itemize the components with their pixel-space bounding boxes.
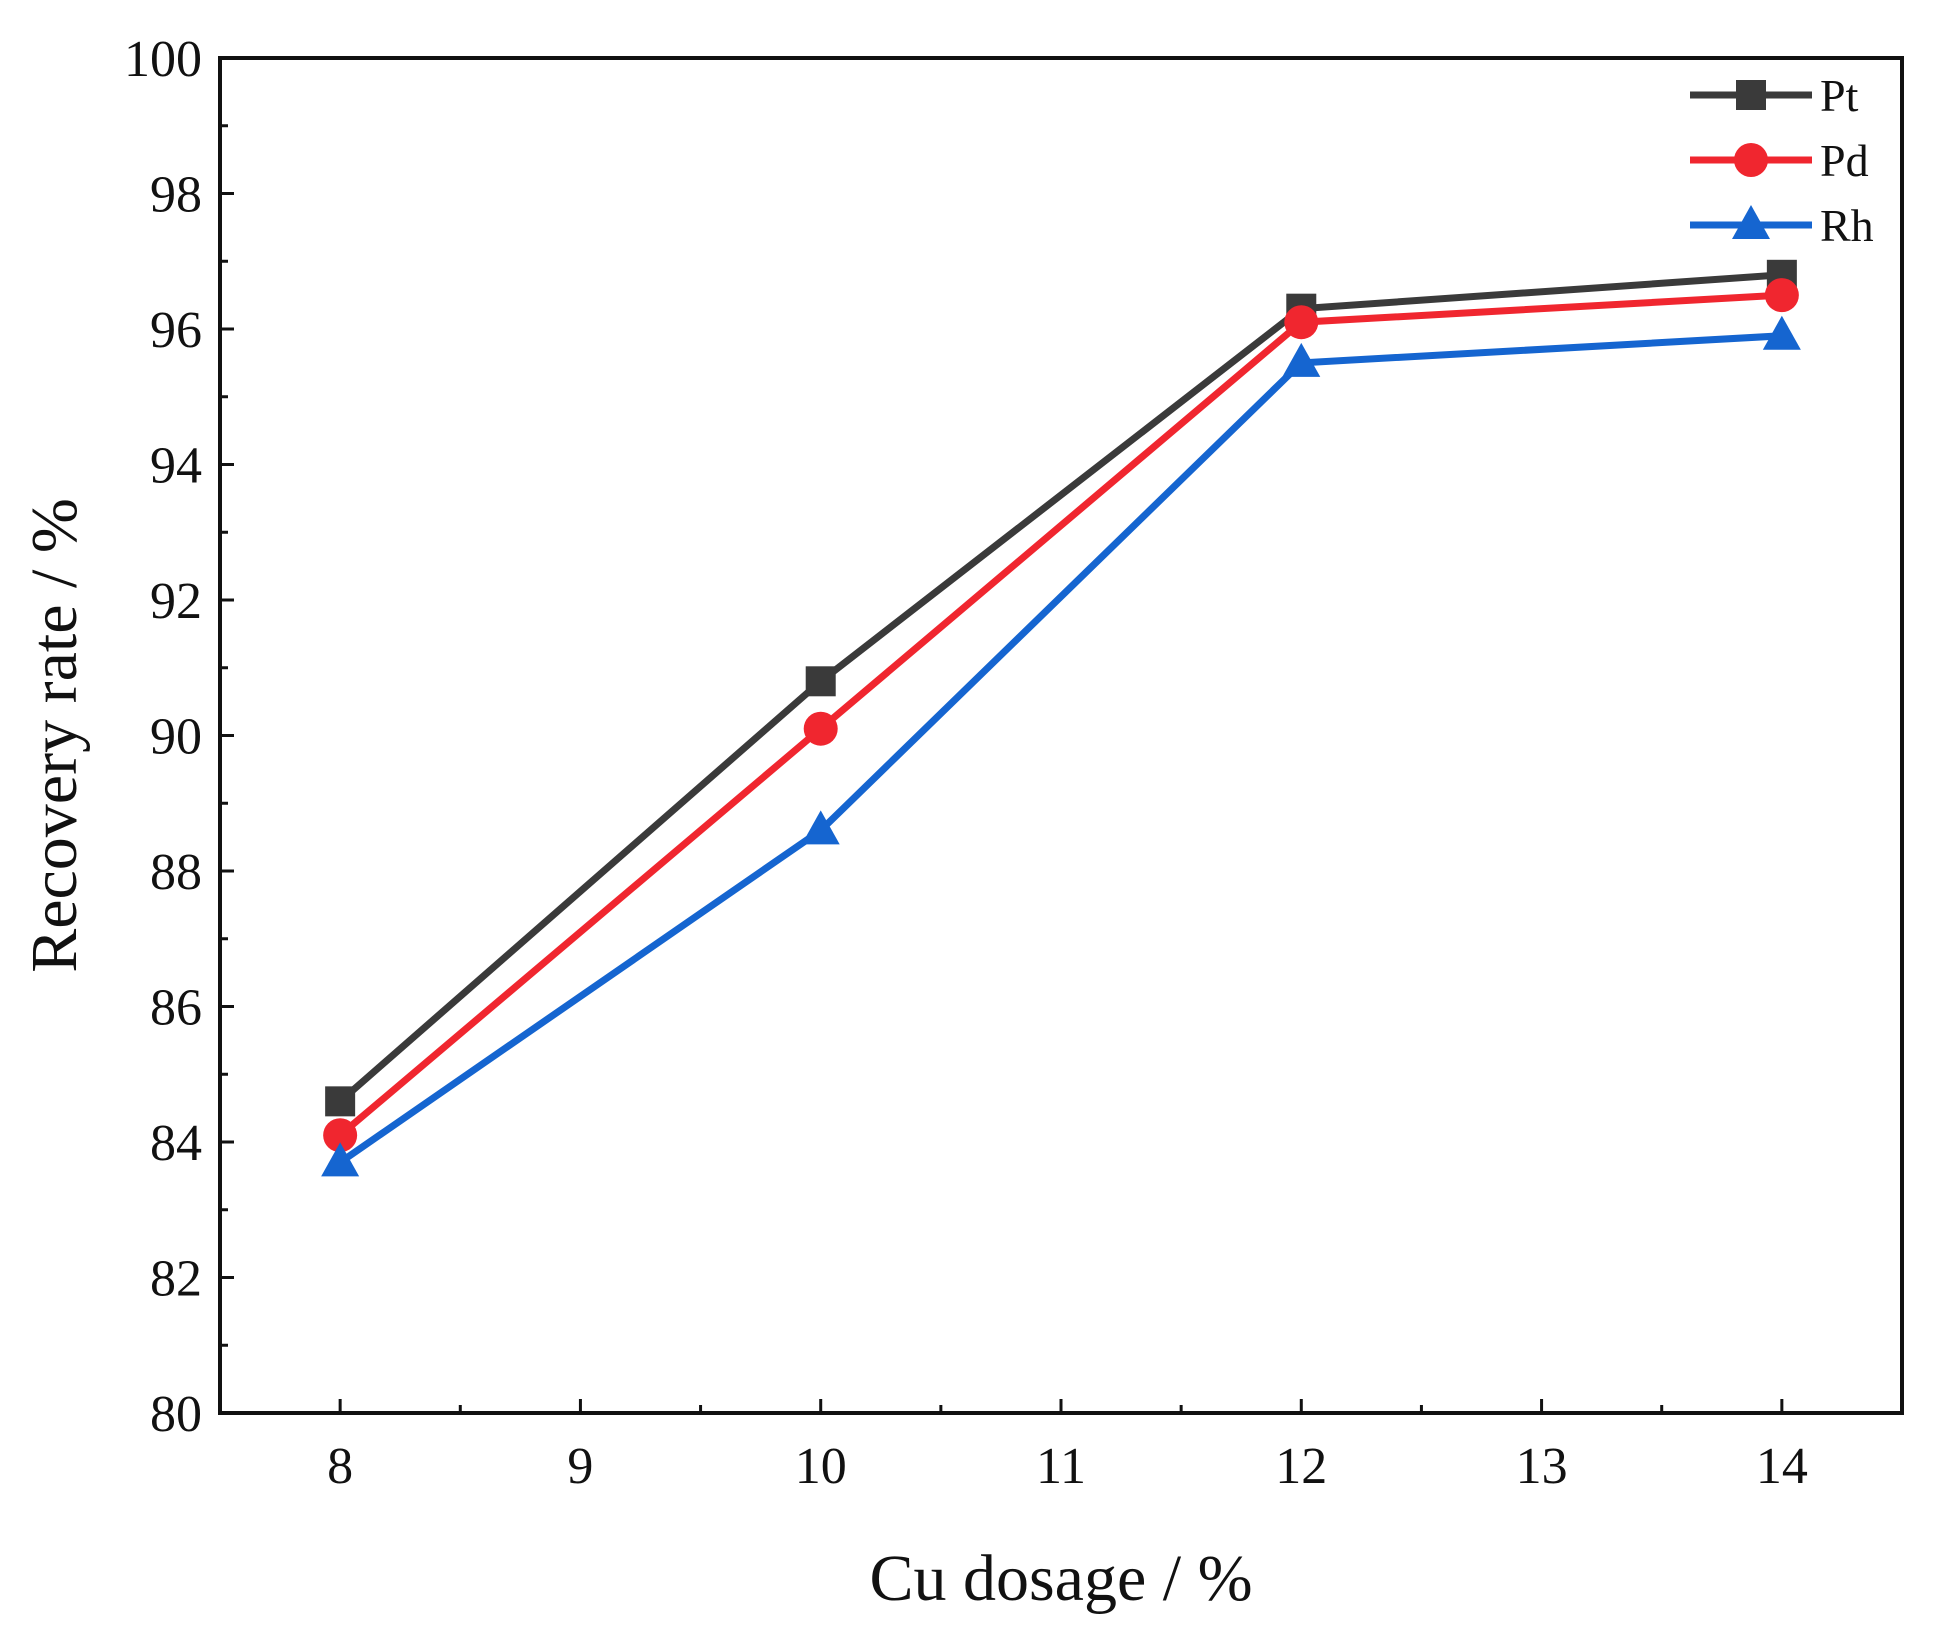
y-tick-label: 86 [150,980,202,1037]
x-tick-label: 12 [1275,1438,1327,1495]
x-tick-label: 13 [1516,1438,1568,1495]
legend-label-rh: Rh [1820,200,1874,251]
data-point-pd [803,711,838,746]
y-tick-label: 92 [150,573,202,630]
x-axis: 8 9 10 11 12 13 14 [327,1399,1808,1495]
y-tick-label: 100 [124,31,202,88]
data-point-rh [1762,315,1801,350]
y-tick-label: 82 [150,1251,202,1308]
x-tick-label: 14 [1756,1438,1808,1495]
y-tick-label: 90 [150,709,202,766]
y-tick-label: 84 [150,1115,202,1172]
data-point-rh [321,1142,360,1177]
series-pd [323,278,1799,1153]
data-point-pd [1764,278,1799,313]
data-point-rh [1282,342,1321,377]
y-axis: 80 82 84 86 88 90 92 94 96 98 100 [124,31,234,1443]
data-point-rh [801,810,840,845]
series-line-rh [338,332,1783,1166]
data-point-pd [323,1118,358,1153]
x-tick-label: 11 [1036,1438,1086,1495]
series-line-pd [337,291,1783,1138]
legend-label-pt: Pt [1820,70,1859,121]
y-tick-label: 88 [150,844,202,901]
series-line-pt [337,271,1783,1104]
y-tick-label: 80 [150,1386,202,1443]
legend: Pt Pd Rh [1690,70,1874,251]
x-tick-label: 10 [795,1438,847,1495]
y-tick-label: 96 [150,302,202,359]
data-point-pt [325,1086,356,1117]
series-rh [321,315,1801,1177]
x-tick-label: 8 [327,1438,353,1495]
y-tick-label: 94 [150,438,202,495]
x-tick-label: 9 [567,1438,593,1495]
data-point-pt [805,666,836,697]
legend-label-pd: Pd [1820,135,1869,186]
x-axis-title: Cu dosage / % [869,1542,1252,1615]
legend-marker-rh [1732,205,1770,239]
y-axis-title: Recovery rate / % [18,498,91,973]
data-point-pd [1284,305,1319,340]
legend-marker-pt [1736,80,1766,110]
plot-area [321,259,1801,1177]
y-tick-label: 98 [150,167,202,224]
legend-marker-pd [1734,143,1768,177]
